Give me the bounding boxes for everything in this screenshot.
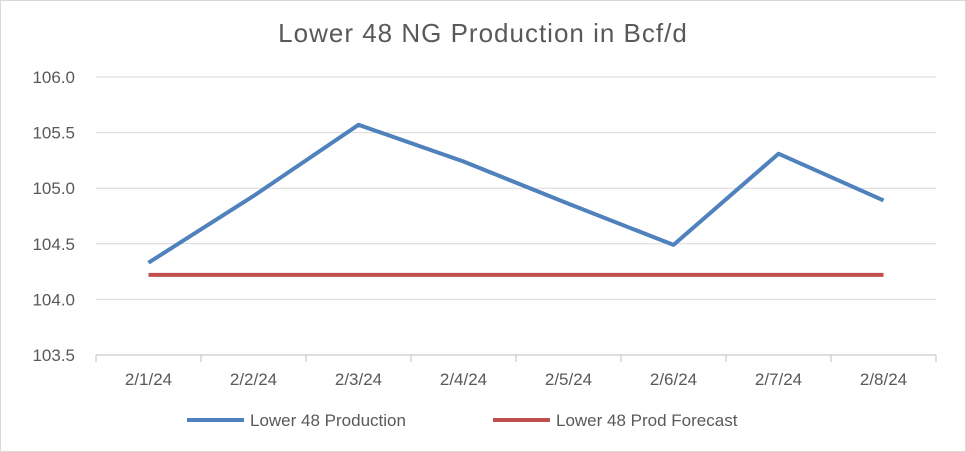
- series-line-1: [147, 122, 885, 265]
- y-tick-label: 104.5: [32, 235, 75, 254]
- y-tick-label: 105.0: [32, 179, 75, 198]
- x-tick-label: 2/2/24: [230, 370, 277, 389]
- y-axis-tick-labels: 103.5 104.0 104.5 105.0 105.5 106.0: [32, 68, 75, 365]
- x-tick-label: 2/3/24: [335, 370, 382, 389]
- x-tick-label: 2/1/24: [125, 370, 172, 389]
- chart-title: Lower 48 NG Production in Bcf/d: [278, 18, 688, 48]
- x-tick-label: 2/7/24: [755, 370, 802, 389]
- x-tick-label: 2/8/24: [860, 370, 907, 389]
- legend-label: Lower 48 Prod Forecast: [556, 411, 738, 430]
- x-axis-tick-labels: 2/1/24 2/2/24 2/3/24 2/4/24 2/5/24 2/6/24 2/7/…: [125, 370, 907, 389]
- x-tick-label: 2/6/24: [650, 370, 697, 389]
- legend: Lower 48 Production Lower 48 Prod Forecas…: [187, 411, 738, 430]
- gridlines: [96, 76, 936, 300]
- series-lines: [147, 122, 885, 277]
- y-tick-label: 105.5: [32, 124, 75, 143]
- y-tick-label: 103.5: [32, 346, 75, 365]
- legend-label: Lower 48 Production: [250, 411, 406, 430]
- y-tick-label: 104.0: [32, 290, 75, 309]
- x-axis: [95, 354, 937, 362]
- x-tick-label: 2/5/24: [545, 370, 592, 389]
- y-tick-label: 106.0: [32, 68, 75, 87]
- x-tick-label: 2/4/24: [440, 370, 487, 389]
